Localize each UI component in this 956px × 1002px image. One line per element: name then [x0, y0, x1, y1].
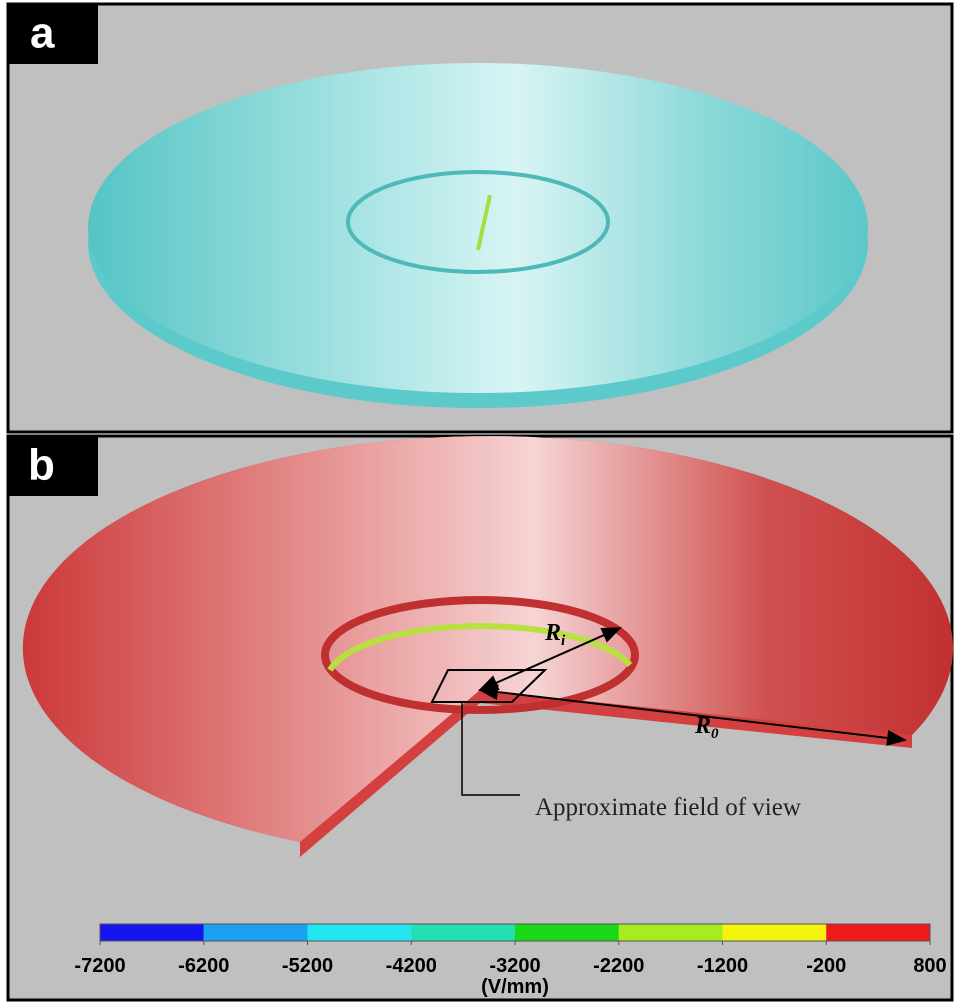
panel-label: a: [30, 9, 55, 58]
disk: [88, 63, 868, 393]
ro: R: [694, 713, 711, 739]
colorbar-tick-label: -200: [806, 955, 846, 977]
panel-label: b: [28, 441, 55, 490]
colorbar-tick-label: -6200: [178, 955, 229, 977]
colorbar-segment: [723, 924, 827, 941]
ro-sub: 0: [711, 726, 719, 742]
colorbar-tick-label: -4200: [386, 955, 437, 977]
colorbar-tick-label: -2200: [593, 955, 644, 977]
colorbar-segment: [826, 924, 930, 941]
field-of-view-label: Approximate field of view: [535, 794, 801, 821]
colorbar-segment: [100, 924, 204, 941]
colorbar-tick-label: -7200: [74, 955, 125, 977]
colorbar-tick-label: -5200: [282, 955, 333, 977]
colorbar-tick-label: -3200: [489, 955, 540, 977]
colorbar-segment: [411, 924, 515, 941]
colorbar-segment: [515, 924, 619, 941]
figure: a Ri R0 Approximate field of view b (V/m…: [0, 0, 956, 1002]
colorbar-tick-label: -1200: [697, 955, 748, 977]
ri: R: [544, 620, 561, 646]
colorbar-segment: [308, 924, 412, 941]
colorbar-tick-label: 800: [913, 955, 946, 977]
colorbar-unit: (V/mm): [481, 976, 549, 998]
colorbar-segment: [204, 924, 308, 941]
colorbar-segment: [619, 924, 723, 941]
